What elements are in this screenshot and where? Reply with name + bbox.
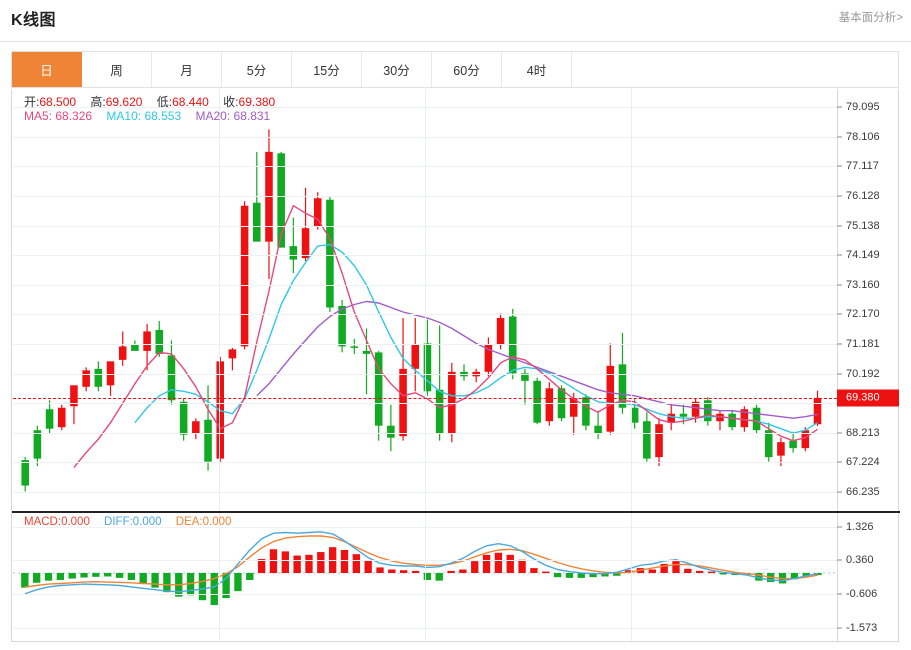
price-axis-tick (837, 461, 842, 463)
macd-axis-tick (837, 526, 842, 528)
price-axis-tick (837, 165, 842, 167)
price-axis: 79.095 78.106 77.117 76.128 75.138 74.149 73.1… (837, 89, 900, 512)
price-axis-label: 67.224 (846, 456, 880, 469)
price-vertical-gridline (425, 89, 426, 511)
macd-axis-label: -1.573 (846, 621, 878, 634)
macd-axis-label: -0.606 (846, 588, 878, 601)
price-axis-tick (837, 195, 842, 197)
macd-panel: 1.326 0.360 -0.606 -1.573 MACD:0.000 DIFF:0… (12, 513, 900, 642)
price-axis-label: 70.192 (846, 367, 880, 380)
tab-8[interactable]: 4时 (502, 52, 572, 87)
macd-axis: 1.326 0.360 -0.606 -1.573 (837, 513, 900, 642)
price-axis-tick (837, 225, 842, 227)
page-header: K线图 基本面分析> (0, 0, 911, 42)
price-axis-label: 72.170 (846, 308, 880, 321)
price-axis-tick (837, 313, 842, 315)
macd-axis-tick (837, 593, 842, 595)
tab-5[interactable]: 15分 (292, 52, 362, 87)
price-axis-label: 78.106 (846, 130, 880, 143)
price-axis-label: 75.138 (846, 219, 880, 232)
price-axis-tick (837, 254, 842, 256)
tab-3[interactable]: 月 (152, 52, 222, 87)
current-price-badge: 69.380 (837, 389, 899, 407)
price-axis-tick (837, 491, 842, 493)
price-axis-tick (837, 284, 842, 286)
price-axis-tick (837, 106, 842, 108)
macd-axis-separator (837, 513, 838, 642)
tab-filler (572, 52, 898, 87)
current-price-line (13, 397, 837, 399)
price-axis-tick (837, 136, 842, 138)
price-axis-label: 68.213 (846, 426, 880, 439)
tab-2[interactable]: 周 (82, 52, 152, 87)
fundamental-analysis-link[interactable]: 基本面分析> (838, 12, 903, 24)
macd-plot[interactable] (13, 513, 837, 641)
candlestick-plot[interactable] (13, 89, 837, 511)
chart-frame: 79.095 78.106 77.117 76.128 75.138 74.149 73.1… (11, 89, 900, 642)
price-vertical-gridline (631, 89, 632, 511)
page-title: K线图 (11, 12, 57, 29)
price-axis-tick (837, 432, 842, 434)
macd-axis-tick (837, 627, 842, 629)
price-axis-label: 66.235 (846, 485, 880, 498)
macd-axis-label: 1.326 (846, 520, 874, 533)
panel-divider (12, 511, 900, 513)
timeframe-tab-strip[interactable]: 日周月 5分 15分 30分 60分 4时 (11, 51, 899, 88)
tab-1[interactable]: 日 (12, 52, 82, 87)
tab-7[interactable]: 60分 (432, 52, 502, 87)
price-vertical-gridline (219, 89, 220, 511)
macd-vertical-gridline (425, 513, 426, 641)
price-axis-label: 76.128 (846, 189, 880, 202)
tab-4[interactable]: 5分 (222, 52, 292, 87)
price-axis-label: 79.095 (846, 101, 880, 114)
price-panel: 79.095 78.106 77.117 76.128 75.138 74.149 73.1… (12, 89, 900, 512)
macd-vertical-gridline (219, 513, 220, 641)
macd-axis-label: 0.360 (846, 554, 874, 567)
header-divider (0, 41, 911, 42)
price-axis-label: 73.160 (846, 278, 880, 291)
macd-vertical-gridline (631, 513, 632, 641)
price-axis-tick (837, 373, 842, 375)
price-axis-separator (837, 89, 838, 512)
price-axis-label: 74.149 (846, 249, 880, 262)
price-axis-label: 77.117 (846, 160, 879, 173)
price-axis-label: 71.181 (846, 337, 880, 350)
tab-6[interactable]: 30分 (362, 52, 432, 87)
price-axis-tick (837, 343, 842, 345)
macd-axis-tick (837, 559, 842, 561)
